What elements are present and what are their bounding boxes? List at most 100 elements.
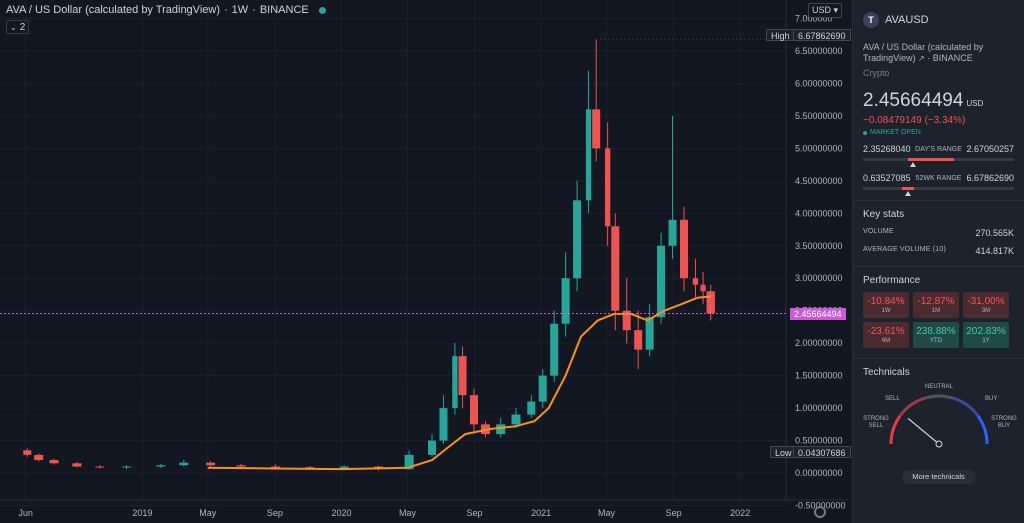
symbol-logo-icon: T [863,12,879,28]
market-open-dot-icon [318,6,326,14]
y-tick-label: 0.50000000 [795,436,843,446]
symbol-type: Crypto [863,68,890,78]
perf-cell[interactable]: 238.88% YTD [913,322,959,348]
last-price-tag: 2.45664494 [790,307,846,320]
gauge-needle [907,418,940,445]
candle-body [49,460,59,464]
x-tick-label: 2019 [132,508,152,518]
gauge-sell-arc [898,396,925,417]
day-range-low: 2.35268040 [863,144,911,154]
gauge-neutral-arc [923,394,955,400]
week-range-row: 0.63527085 52WK RANGE 6.67862690 [863,173,1014,183]
candle-body [72,463,82,467]
week-range-fill [902,187,915,190]
currency-button[interactable]: USD ▾ [808,3,843,18]
y-tick-label: 3.00000000 [795,273,843,283]
legend-interval[interactable]: 1W [231,4,249,16]
candle-body [236,465,246,467]
candle-body [550,323,559,376]
x-tick-label: May [399,508,417,518]
indicators-toggle-button[interactable]: ⌄ 2 [6,20,30,34]
price-currency: USD [966,99,984,108]
day-range-row: 2.35268040 DAY'S RANGE 2.67050257 [863,144,1014,154]
candle-body [156,465,166,467]
candle-body [700,284,706,292]
candle-body [538,375,547,402]
y-tick-label: 5.00000000 [795,143,843,153]
avg-volume-row: AVERAGE VOLUME (10) 414.817K [863,246,1014,256]
candle-body [95,466,105,468]
divider [853,200,1024,201]
x-tick-label: 2022 [730,508,750,518]
candle-body [496,424,506,435]
perf-cell[interactable]: -31.00% 3M [963,292,1009,318]
chart-pane[interactable]: 7.000000 6.50000000 6.00000000 5.50000000 5.… [0,0,851,523]
market-status: MARKET OPEN [863,129,1014,136]
candle-body [611,226,620,311]
performance-title: Performance [863,275,921,286]
volume-row: VOLUME 270.565K [863,228,1014,238]
gauge-sell-label: SELL [885,396,900,402]
candle-body [622,310,631,331]
x-tick-label: Sep [467,508,483,518]
divider [853,266,1024,267]
y-tick-label: 5.50000000 [795,111,843,121]
gauge-pivot [935,440,943,448]
symbol-header[interactable]: T AVAUSD [863,12,1014,28]
week-range-label: 52WK RANGE [915,174,962,182]
candle-body [634,330,643,350]
candle-body [452,356,458,409]
y-tick-label: 6.00000000 [795,78,843,88]
gauge-dial [889,394,989,448]
perf-cell[interactable]: -10.84% 1W [863,292,909,318]
y-tick-label: 1.00000000 [795,403,843,413]
more-technicals-button[interactable]: More technicals [901,470,976,484]
current-price: 2.4566 4494 USD [863,90,984,111]
candle-body [692,278,699,285]
legend-exchange: BINANCE [259,4,309,16]
perf-cell[interactable]: -23.61% 6M [863,322,909,348]
candle-body [179,462,189,466]
technicals-title: Technicals [863,367,910,378]
candle-body [668,219,677,246]
avg-volume-value: 414.817K [975,246,1014,256]
candle-body [206,462,216,466]
performance-grid: -10.84% 1W -12.87% 1M -31.00% 3M -23.61% 6M … [863,292,1014,348]
caret-down-icon: ▾ [831,5,839,15]
gauge-strong-buy-label: STRONG BUY [991,416,1017,429]
x-tick-label: 2021 [531,508,551,518]
week-range-high: 6.67862690 [966,173,1014,183]
candle-body [439,408,448,441]
y-tick-label: 7.000000 [795,13,833,23]
y-tick-label: -0.50000000 [795,501,846,511]
day-range-high: 2.67050257 [966,144,1014,154]
high-price-tag: 6.67862690 [793,29,851,41]
candle-body [561,278,570,324]
settings-gear-icon[interactable] [814,506,826,518]
perf-cell[interactable]: 202.83% 1Y [963,322,1009,348]
y-tick-label: 0.00000000 [795,468,843,478]
symbol-description: AVA / US Dollar (calculated by TradingVi… [863,42,984,63]
volume-label: VOLUME [863,228,894,235]
price-change: −0.08479149 (−3.34%) [863,115,966,126]
price-chart[interactable]: 7.000000 6.50000000 6.00000000 5.50000000 5.… [0,0,848,523]
candle-body [604,148,611,227]
candle-body [270,466,280,468]
gauge-strong-sell-label: STRONG SELL [863,416,889,429]
moving-average-line [207,295,711,471]
y-tick-label: 4.50000000 [795,176,843,186]
external-link-icon[interactable]: ↗ [918,54,925,63]
perf-cell[interactable]: -12.87% 1M [913,292,959,318]
y-tick-label: 1.50000000 [795,371,843,381]
candle-body [527,401,536,415]
x-tick-label: 2020 [331,508,351,518]
candle-body [34,454,44,461]
legend-symbol: AVA / US Dollar (calculated by TradingVi… [6,4,220,16]
gauge-strong-sell-arc [889,414,902,445]
candle-body [339,466,349,469]
candle-body [427,440,437,455]
gauge-neutral-label: NEUTRAL [925,384,954,390]
symbol-name: AVAUSD [885,14,929,26]
high-label: High [766,29,795,41]
candle-body [592,109,601,149]
